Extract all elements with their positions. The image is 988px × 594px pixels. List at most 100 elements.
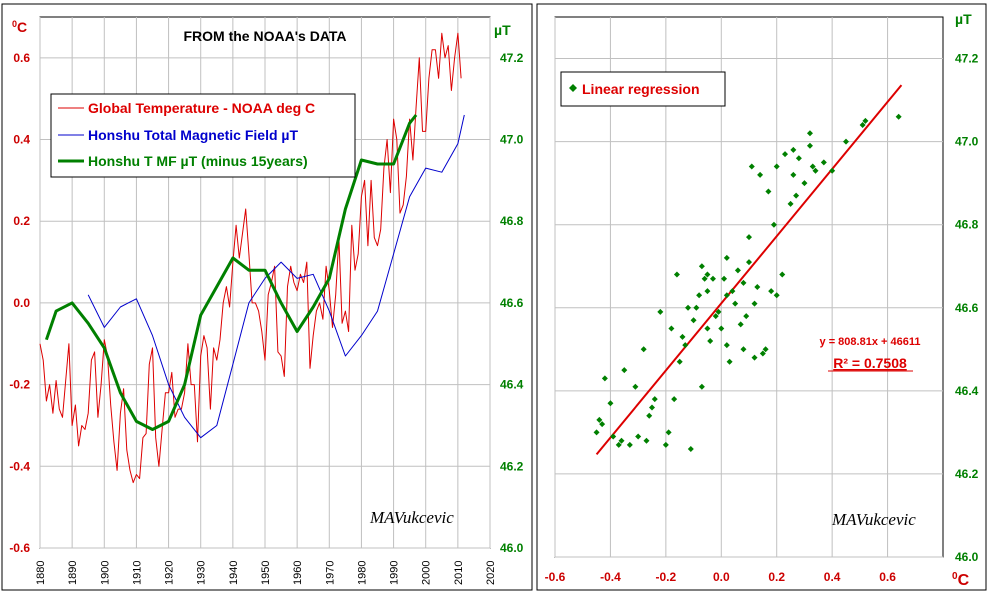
scatter-point: [729, 288, 736, 295]
scatter-point: [696, 292, 703, 299]
scatter-point: [690, 317, 697, 324]
legend-label-temperature: Global Temperature - NOAA deg C: [88, 100, 315, 116]
left-y-tick-label: -0.4: [9, 459, 30, 473]
scatter-point: [779, 271, 786, 278]
scatter-point: [726, 358, 733, 365]
right-y-tick-label: 46.0: [500, 541, 524, 555]
left-x-tick-label: 2000: [421, 561, 433, 585]
left-x-tick-labels: 1880 1890 1900 1910 1920 1930 1940 1950 1960 1970…: [35, 561, 497, 585]
scatter-y-unit-label: µT: [955, 11, 972, 27]
right-y-tick-label: 47.2: [500, 51, 524, 65]
scatter-point: [718, 325, 725, 332]
scatter-point: [829, 167, 836, 174]
scatter-y-tick-label: 46.8: [955, 218, 979, 232]
scatter-legend: Linear regression: [560, 71, 726, 107]
scatter-point: [712, 313, 719, 320]
left-x-tick-label: 1920: [164, 561, 176, 585]
scatter-point: [662, 441, 669, 448]
scatter-point: [646, 412, 653, 419]
scatter-point: [793, 192, 800, 199]
left-x-tick-label: 1940: [228, 561, 240, 585]
scatter-point: [693, 304, 700, 311]
scatter-point: [770, 221, 777, 228]
temperature-line: [39, 32, 462, 484]
scatter-point: [787, 200, 794, 207]
left-x-tick-label: 2020: [485, 561, 497, 585]
left-x-tick-label: 1990: [389, 561, 401, 585]
scatter-y-tick-label: 46.0: [955, 550, 979, 564]
scatter-x-tick-label: -0.2: [656, 570, 677, 584]
right-y-tick-label: 47.0: [500, 133, 524, 147]
left-y-tick-labels: 0.6 0.4 0.2 0.0 -0.2 -0.4 -0.6: [9, 51, 30, 555]
scatter-point: [740, 346, 747, 353]
scatter-point: [751, 300, 758, 307]
scatter-y-tick-label: 47.2: [955, 52, 979, 66]
scatter-point: [715, 308, 722, 315]
left-x-tick-label: 1950: [260, 561, 272, 585]
scatter-point: [657, 308, 664, 315]
left-unit-label: 0C: [12, 19, 27, 35]
scatter-point: [721, 275, 728, 282]
left-x-tick-label: 1980: [356, 561, 368, 585]
legend-label-shifted: Honshu T MF µT (minus 15years): [88, 153, 308, 169]
left-y-tick-label: -0.6: [9, 541, 30, 555]
scatter-x-tick-label: 0.0: [713, 570, 730, 584]
scatter-x-tick-label: 0.6: [879, 570, 896, 584]
scatter-point: [601, 375, 608, 382]
left-legend: Global Temperature - NOAA deg C Honshu T…: [50, 93, 356, 178]
left-x-tick-label: 1960: [292, 561, 304, 585]
left-x-tick-label: 1880: [35, 561, 47, 585]
scatter-point: [621, 367, 628, 374]
scatter-y-tick-labels: 47.2 47.0 46.8 46.6 46.4 46.2 46.0: [955, 52, 979, 564]
scatter-point: [809, 163, 816, 170]
right-y-tick-label: 46.4: [500, 378, 524, 392]
scatter-point: [685, 304, 692, 311]
scatter-point: [665, 429, 672, 436]
left-x-tick-label: 1910: [131, 561, 143, 585]
left-y-tick-label: 0.2: [13, 214, 30, 228]
left-x-tick-label: 1930: [196, 561, 208, 585]
field-line: [87, 114, 465, 439]
scatter-point: [768, 288, 775, 295]
scatter-point: [709, 275, 716, 282]
scatter-point: [862, 117, 869, 124]
shifted-field-line: [44, 114, 418, 431]
scatter-y-tick-label: 46.6: [955, 301, 979, 315]
scatter-point: [704, 288, 711, 295]
scatter-point: [698, 263, 705, 270]
scatter-point: [632, 383, 639, 390]
scatter-point: [843, 138, 849, 145]
left-series: [39, 32, 465, 484]
right-chart: -0.6 -0.4 -0.2 0.0 0.2 0.4 0.6 47.2 47.0 46.8 46.…: [536, 3, 987, 591]
scatter-x-tick-label: -0.4: [600, 570, 621, 584]
scatter-point: [790, 171, 797, 178]
scatter-point: [635, 433, 642, 440]
scatter-point: [723, 342, 730, 349]
scatter-x-unit-label: 0C: [952, 571, 970, 589]
left-y-tick-label: 0.4: [13, 133, 30, 147]
scatter-x-tick-label: 0.2: [768, 570, 785, 584]
right-y-tick-label: 46.6: [500, 296, 524, 310]
scatter-point: [649, 404, 655, 411]
scatter-point: [668, 325, 675, 332]
scatter-point: [679, 333, 686, 340]
scatter-x-tick-label: 0.4: [824, 570, 841, 584]
left-x-tick-label: 1900: [99, 561, 111, 585]
scatter-point: [687, 446, 694, 452]
scatter-point: [759, 350, 766, 357]
scatter-point: [596, 416, 603, 423]
scatter-point: [801, 180, 808, 187]
scatter-point: [676, 358, 683, 365]
right-y-tick-labels: 47.2 47.0 46.8 46.6 46.4 46.2 46.0: [500, 51, 524, 555]
right-plot-area: [554, 16, 944, 558]
left-x-tick-label: 2010: [453, 561, 465, 585]
right-y-tick-label: 46.8: [500, 214, 524, 228]
scatter-point: [820, 159, 827, 166]
scatter-point: [795, 155, 802, 162]
scatter-point: [723, 292, 730, 299]
scatter-point: [773, 292, 780, 299]
regression-r2: R² = 0.7508: [833, 355, 907, 371]
scatter-point: [895, 113, 902, 120]
scatter-legend-label: Linear regression: [582, 81, 700, 97]
